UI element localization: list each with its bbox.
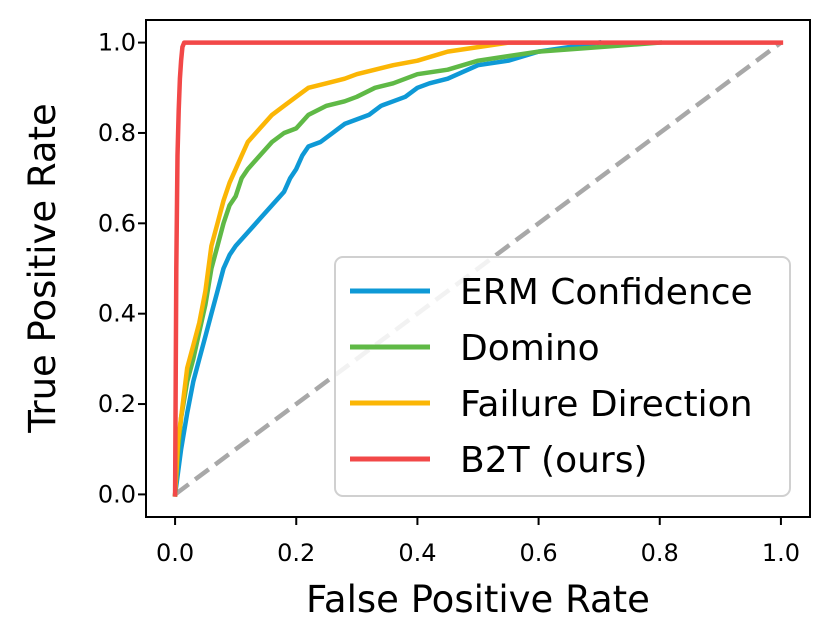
series-line-failure-direction xyxy=(172,40,541,497)
legend-label-erm-confidence: ERM Confidence xyxy=(460,272,753,313)
y-tick-label: 0.6 xyxy=(98,209,136,237)
legend-label-b2t: B2T (ours) xyxy=(460,440,648,481)
y-axis-label: True Positive Rate xyxy=(21,103,64,434)
legend-box xyxy=(334,256,791,497)
series-line-domino xyxy=(172,40,663,497)
x-axis-label: False Positive Rate xyxy=(306,578,650,621)
x-tick-label: 0.4 xyxy=(398,539,436,567)
x-tick-label: 0.0 xyxy=(156,539,194,567)
y-tick-label: 0.4 xyxy=(98,300,136,328)
tick-layer: 0.0 0.2 0.4 0.6 0.8 1.0 0.0 0.2 0.4 0.6 0.8 1.0 xyxy=(98,29,800,567)
legend-label-failure-direction: Failure Direction xyxy=(460,384,753,425)
series-line-erm-confidence xyxy=(172,40,602,497)
x-tick-label: 0.6 xyxy=(519,539,557,567)
plot-frame xyxy=(145,19,811,518)
series-layer xyxy=(172,40,784,497)
y-tick-label: 0.0 xyxy=(98,480,136,508)
x-tick-label: 1.0 xyxy=(762,539,800,567)
x-tick-label: 0.2 xyxy=(277,539,315,567)
y-tick-label: 0.2 xyxy=(98,390,136,418)
y-tick-label: 1.0 xyxy=(98,29,136,57)
x-tick-label: 0.8 xyxy=(641,539,679,567)
series-line-b2t-ours xyxy=(172,40,784,497)
legend-label-domino: Domino xyxy=(460,328,600,369)
legend: ERM Confidence Domino Failure Direction … xyxy=(334,256,791,497)
y-tick-label: 0.8 xyxy=(98,119,136,147)
